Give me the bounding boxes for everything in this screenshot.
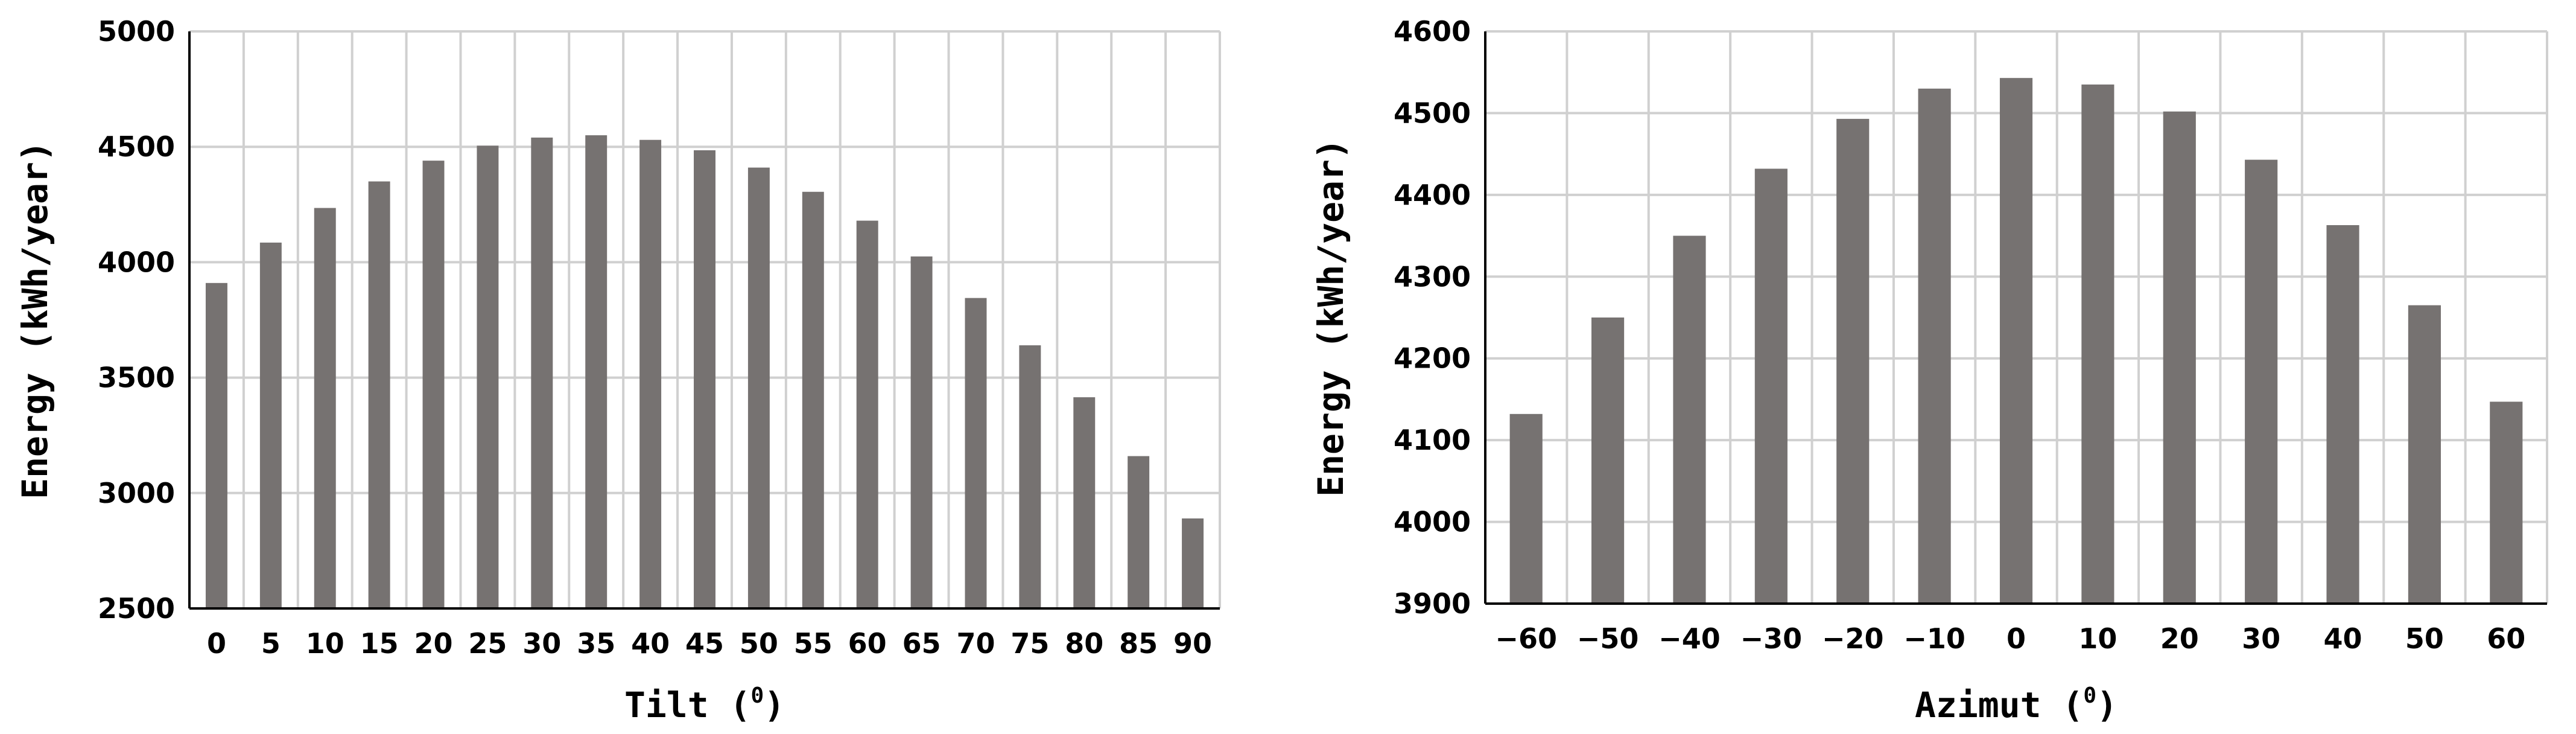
bar	[1509, 413, 1543, 604]
bar	[1673, 235, 1706, 604]
y-tick-label: 4200	[1394, 342, 1471, 375]
bar	[1073, 397, 1096, 608]
bar	[368, 181, 390, 608]
x-tick-label: −60	[1495, 622, 1557, 655]
bar	[531, 137, 553, 609]
x-tick-label: 50	[2405, 622, 2444, 655]
y-axis-title: Energy (kWh/year)	[1310, 138, 1351, 497]
bar	[639, 139, 662, 608]
bar	[802, 191, 824, 608]
x-tick-label: −20	[1822, 622, 1884, 655]
x-axis-title-suffix: )	[764, 685, 785, 726]
y-tick-label: 4500	[98, 130, 175, 163]
bar	[1182, 518, 1204, 608]
x-axis-title-superscript: 0	[750, 683, 764, 708]
bar	[422, 161, 445, 608]
x-tick-label: 60	[848, 627, 887, 660]
x-tick-label: 10	[2078, 622, 2117, 655]
x-tick-label: 30	[522, 627, 561, 660]
y-tick-label: 3900	[1394, 587, 1471, 620]
y-tick-label: 5000	[98, 15, 175, 48]
bar	[1019, 345, 1041, 608]
bar	[1999, 78, 2033, 604]
x-tick-label: 10	[306, 627, 344, 660]
x-tick-label: 15	[360, 627, 399, 660]
x-tick-label: 85	[1119, 627, 1158, 660]
x-axis-title-text: Tilt (	[624, 685, 751, 726]
bar	[2490, 401, 2523, 604]
x-tick-label: 0	[207, 627, 226, 660]
x-tick-label: 25	[468, 627, 507, 660]
x-tick-label: 55	[794, 627, 833, 660]
x-tick-label: 30	[2242, 622, 2280, 655]
bar	[965, 298, 987, 608]
bar	[1918, 88, 1951, 604]
x-tick-label: 35	[577, 627, 615, 660]
x-tick-label: 5	[261, 627, 281, 660]
bar	[2408, 305, 2441, 604]
bar	[205, 282, 227, 608]
x-tick-label: 70	[956, 627, 995, 660]
bar	[259, 242, 282, 608]
bar	[477, 145, 499, 609]
x-tick-label: 50	[740, 627, 778, 660]
y-tick-label: 4500	[1394, 97, 1471, 129]
x-tick-label: 0	[2007, 622, 2026, 655]
x-tick-label: 20	[414, 627, 453, 660]
bar	[2245, 159, 2278, 604]
y-tick-label: 3000	[98, 477, 175, 509]
y-tick-label: 2500	[98, 592, 175, 625]
bar	[1591, 318, 1625, 604]
x-tick-label: 80	[1065, 627, 1103, 660]
y-axis-title: Energy (kWh/year)	[14, 141, 56, 499]
y-tick-label: 3500	[98, 362, 175, 394]
x-tick-label: 75	[1010, 627, 1049, 660]
y-tick-label: 4600	[1394, 15, 1471, 48]
x-axis-title: Tilt (0)	[624, 683, 785, 726]
bar	[694, 150, 715, 608]
x-axis-title: Azimut (0)	[1915, 683, 2118, 726]
bar	[1836, 118, 1870, 604]
y-tick-label: 4100	[1394, 424, 1471, 456]
bar	[856, 220, 878, 608]
y-tick-label: 4300	[1394, 260, 1471, 293]
x-tick-label: 65	[903, 627, 941, 660]
bar	[910, 256, 933, 609]
x-tick-label: −10	[1903, 622, 1965, 655]
y-tick-label: 4000	[1394, 506, 1471, 538]
x-axis-title-text: Azimut (	[1915, 685, 2083, 726]
x-tick-label: −30	[1740, 622, 1803, 655]
x-axis-title-suffix: )	[2096, 685, 2118, 726]
x-tick-label: 40	[631, 627, 670, 660]
x-tick-label: 40	[2324, 622, 2362, 655]
x-tick-label: 20	[2160, 622, 2199, 655]
y-tick-label: 4400	[1394, 179, 1471, 211]
x-axis-title-superscript: 0	[2083, 683, 2096, 708]
bar	[314, 208, 336, 608]
bar	[585, 135, 608, 608]
x-tick-label: 45	[685, 627, 724, 660]
x-tick-label: 90	[1173, 627, 1212, 660]
x-tick-label: −40	[1658, 622, 1721, 655]
bar	[747, 167, 770, 609]
bar	[2326, 225, 2359, 604]
bar	[2163, 111, 2196, 604]
bar	[1128, 456, 1150, 608]
x-tick-label: 60	[2487, 622, 2525, 655]
y-tick-label: 4000	[98, 246, 175, 278]
bar	[1754, 168, 1788, 604]
x-tick-label: −50	[1577, 622, 1639, 655]
tilt-energy-chart: 2500 3000 3500 4000 4500 5000 0 5 10 15 20 25 30 35 40…	[14, 15, 1221, 726]
bar	[2081, 85, 2114, 604]
